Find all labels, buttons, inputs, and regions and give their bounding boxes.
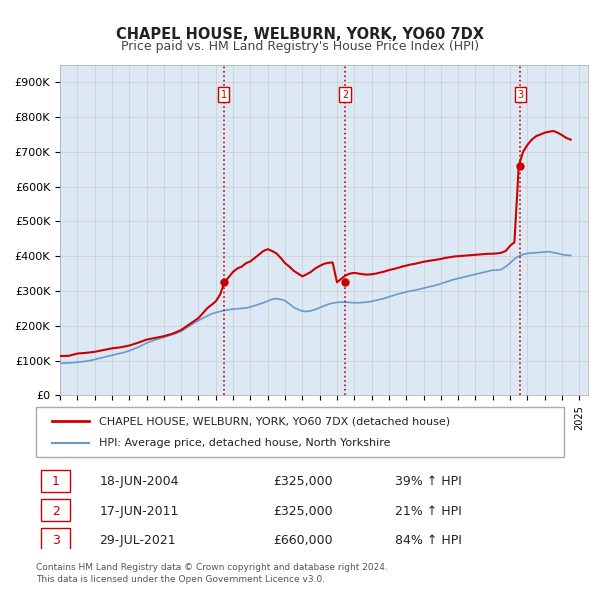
FancyBboxPatch shape — [41, 470, 70, 492]
Text: This data is licensed under the Open Government Licence v3.0.: This data is licensed under the Open Gov… — [36, 575, 325, 584]
Text: CHAPEL HOUSE, WELBURN, YORK, YO60 7DX (detached house): CHAPEL HOUSE, WELBURN, YORK, YO60 7DX (d… — [100, 416, 451, 426]
Text: 3: 3 — [52, 533, 60, 547]
Text: 18-JUN-2004: 18-JUN-2004 — [100, 476, 179, 489]
Text: 2: 2 — [52, 504, 60, 517]
Text: 17-JUN-2011: 17-JUN-2011 — [100, 504, 179, 517]
Text: CHAPEL HOUSE, WELBURN, YORK, YO60 7DX: CHAPEL HOUSE, WELBURN, YORK, YO60 7DX — [116, 27, 484, 41]
Text: £660,000: £660,000 — [274, 533, 333, 547]
Text: 29-JUL-2021: 29-JUL-2021 — [100, 533, 176, 547]
Text: £325,000: £325,000 — [274, 504, 333, 517]
FancyBboxPatch shape — [41, 499, 70, 522]
Text: 2: 2 — [342, 90, 348, 100]
Text: 3: 3 — [517, 90, 523, 100]
Text: HPI: Average price, detached house, North Yorkshire: HPI: Average price, detached house, Nort… — [100, 438, 391, 448]
FancyBboxPatch shape — [36, 407, 564, 457]
Text: Price paid vs. HM Land Registry's House Price Index (HPI): Price paid vs. HM Land Registry's House … — [121, 40, 479, 53]
Text: 39% ↑ HPI: 39% ↑ HPI — [395, 476, 462, 489]
Text: 84% ↑ HPI: 84% ↑ HPI — [395, 533, 462, 547]
Text: 21% ↑ HPI: 21% ↑ HPI — [395, 504, 462, 517]
Text: Contains HM Land Registry data © Crown copyright and database right 2024.: Contains HM Land Registry data © Crown c… — [36, 563, 388, 572]
Text: £325,000: £325,000 — [274, 476, 333, 489]
Text: 1: 1 — [52, 476, 60, 489]
Text: 1: 1 — [221, 90, 227, 100]
FancyBboxPatch shape — [41, 528, 70, 550]
